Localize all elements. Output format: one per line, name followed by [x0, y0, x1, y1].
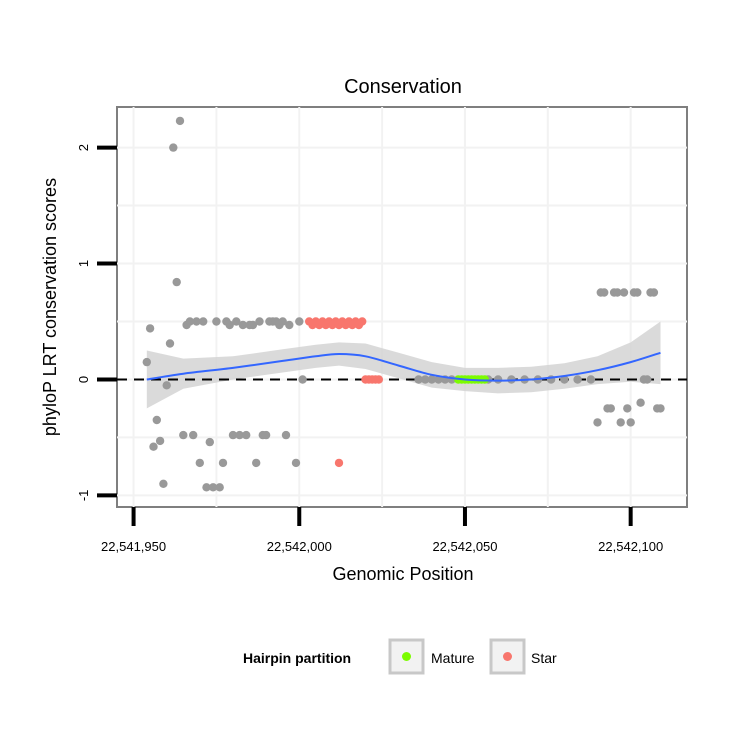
point-other	[189, 430, 198, 440]
point-other	[142, 357, 151, 367]
point-other	[298, 375, 307, 384]
y-tick-label: 2	[76, 144, 91, 151]
point-other	[185, 317, 195, 326]
point-other	[162, 381, 171, 390]
point-other	[235, 430, 244, 440]
point-other	[215, 483, 224, 492]
point-other	[619, 288, 629, 297]
point-other	[202, 483, 211, 492]
x-tick-label: 22,542,050	[432, 539, 497, 554]
point-other	[159, 479, 168, 488]
gridlines	[117, 107, 687, 507]
legend-swatch-star	[503, 652, 512, 661]
point-other	[208, 483, 218, 492]
point-other	[278, 317, 287, 326]
x-axis-label: Genomic Position	[332, 564, 473, 584]
point-other	[152, 415, 161, 425]
point-star	[334, 458, 344, 468]
point-other	[248, 320, 258, 330]
x-axis: 22,541,950 22,542,000 22,542,050 22,542,100	[101, 507, 663, 554]
point-other	[175, 116, 185, 126]
point-other	[285, 320, 294, 330]
legend-label-star: Star	[531, 650, 557, 666]
point-other	[291, 458, 301, 468]
point-other	[255, 317, 264, 326]
point-other	[242, 430, 251, 440]
legend-swatch-mature	[402, 652, 411, 661]
point-other	[179, 430, 188, 440]
confidence-band	[146, 321, 661, 409]
point-other	[414, 375, 423, 384]
point-other	[649, 288, 659, 297]
point-other	[636, 398, 645, 407]
x-tick-label: 22,542,000	[267, 539, 332, 554]
point-other	[295, 317, 304, 326]
point-other	[192, 317, 201, 326]
point-other	[586, 375, 596, 384]
point-other	[212, 317, 221, 326]
point-other	[199, 317, 208, 326]
point-other	[149, 442, 158, 451]
point-star	[358, 317, 367, 326]
point-other	[228, 430, 238, 440]
chart-title: Conservation	[344, 76, 462, 98]
point-other	[623, 404, 632, 413]
legend: Hairpin partition Mature Star	[243, 638, 557, 675]
smooth-trend-line	[146, 351, 661, 382]
point-other	[218, 458, 228, 468]
point-other	[232, 317, 241, 326]
point-other	[606, 404, 615, 413]
plot-background	[116, 106, 688, 508]
point-other	[165, 339, 175, 348]
point-other	[225, 320, 234, 330]
point-other	[205, 437, 214, 447]
x-tick-label: 22,542,100	[598, 539, 663, 554]
point-other	[169, 143, 178, 152]
point-other	[643, 375, 652, 384]
point-other	[421, 375, 430, 384]
y-tick-label: 0	[76, 376, 91, 383]
point-star	[374, 375, 383, 384]
x-tick-label: 22,541,950	[101, 539, 166, 554]
point-other	[656, 404, 665, 413]
point-other	[560, 375, 569, 384]
point-other	[281, 430, 291, 440]
point-other	[613, 288, 622, 297]
data-points	[142, 116, 665, 492]
point-other	[172, 277, 181, 287]
legend-title: Hairpin partition	[243, 650, 351, 666]
point-other	[493, 375, 503, 384]
point-other	[252, 458, 261, 468]
point-other	[593, 418, 602, 427]
plot-panel	[116, 106, 688, 508]
y-axis-label: phyloP LRT conservation scores	[40, 178, 60, 436]
point-other	[573, 375, 582, 384]
y-tick-label: -1	[76, 490, 91, 502]
y-tick-label: 1	[76, 260, 91, 267]
legend-label-mature: Mature	[431, 650, 475, 666]
point-other	[238, 320, 248, 330]
y-axis: -1 0 1 2	[76, 144, 117, 501]
point-other	[626, 418, 635, 427]
point-other	[155, 436, 165, 446]
point-other	[616, 418, 625, 427]
point-other	[145, 324, 155, 333]
point-other	[427, 375, 436, 384]
point-other	[633, 288, 642, 297]
point-other	[600, 288, 609, 297]
point-other	[261, 430, 271, 440]
point-other	[195, 458, 204, 468]
